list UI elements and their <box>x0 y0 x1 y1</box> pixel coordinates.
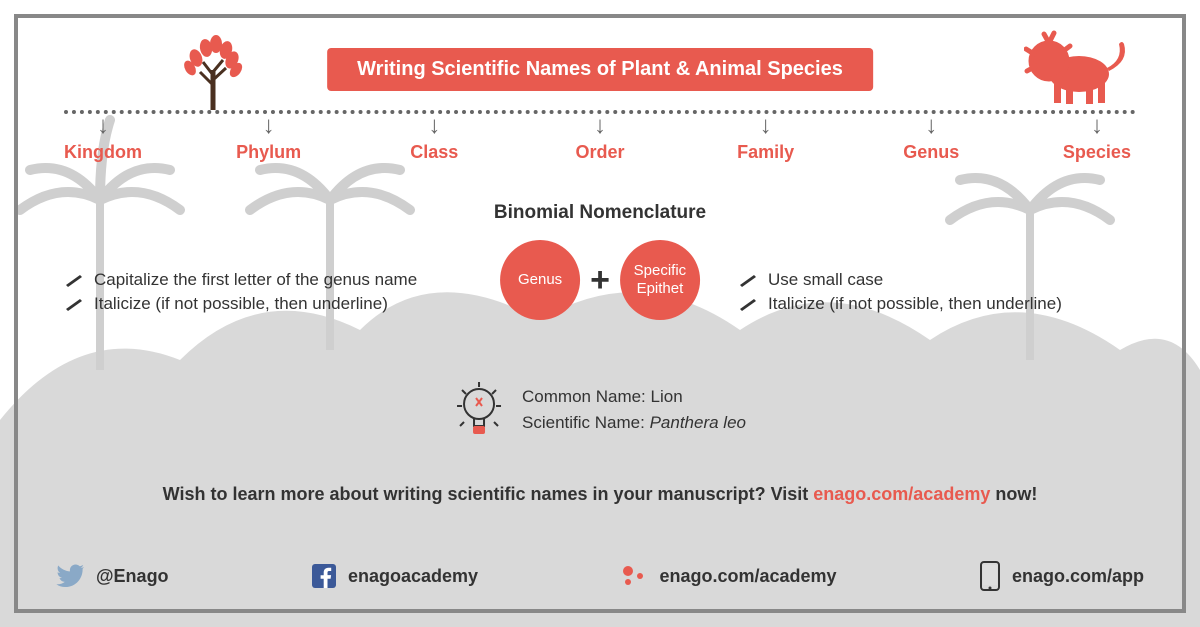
footer: @Enago enagoacademy enago.com/academy en… <box>56 561 1144 591</box>
facebook-icon <box>312 564 336 588</box>
footer-twitter[interactable]: @Enago <box>56 564 169 588</box>
taxonomy-item: ↓ Class <box>379 114 489 163</box>
down-arrow-icon: ↓ <box>428 114 440 138</box>
taxonomy-label: Phylum <box>236 142 301 163</box>
rule-text: Capitalize the first letter of the genus… <box>94 270 417 290</box>
taxonomy-label: Kingdom <box>64 142 142 163</box>
down-arrow-icon: ↓ <box>97 114 109 138</box>
pen-icon <box>64 297 84 311</box>
subtitle: Binomial Nomenclature <box>494 202 706 224</box>
taxonomy-item: ↓ Family <box>711 114 821 163</box>
genus-circle: Genus <box>500 240 580 320</box>
lion-icon <box>1024 26 1134 106</box>
down-arrow-icon: ↓ <box>594 114 606 138</box>
rule-item: Italicize (if not possible, then underli… <box>64 294 417 314</box>
footer-twitter-text: @Enago <box>96 566 169 587</box>
footer-app[interactable]: enago.com/app <box>980 561 1144 591</box>
taxonomy-item: ↓ Phylum <box>214 114 324 163</box>
binomial-circles: Genus + Specific Epithet <box>500 240 700 320</box>
taxonomy-item: ↓ Species <box>1042 114 1152 163</box>
genus-rules: Capitalize the first letter of the genus… <box>64 266 417 318</box>
cta-post: now! <box>990 484 1037 504</box>
scientific-name-label: Scientific Name: <box>522 413 650 432</box>
footer-app-text: enago.com/app <box>1012 566 1144 587</box>
cta-link[interactable]: enago.com/academy <box>813 484 990 504</box>
down-arrow-icon: ↓ <box>760 114 772 138</box>
taxonomy-item: ↓ Kingdom <box>48 114 158 163</box>
taxonomy-item: ↓ Order <box>545 114 655 163</box>
taxonomy-label: Species <box>1063 142 1131 163</box>
cta-text: Wish to learn more about writing scienti… <box>18 484 1182 505</box>
footer-site[interactable]: enago.com/academy <box>621 564 836 588</box>
rule-item: Italicize (if not possible, then underli… <box>738 294 1062 314</box>
down-arrow-icon: ↓ <box>1091 114 1103 138</box>
epithet-circle: Specific Epithet <box>620 240 700 320</box>
common-name-value: Lion <box>651 387 683 406</box>
pen-icon <box>64 273 84 287</box>
rule-text: Italicize (if not possible, then underli… <box>94 294 388 314</box>
taxonomy-row: ↓ Kingdom ↓ Phylum ↓ Class ↓ Order ↓ Fam… <box>48 114 1152 163</box>
title-banner: Writing Scientific Names of Plant & Anim… <box>327 48 873 91</box>
scientific-name-value: Panthera leo <box>650 413 746 432</box>
tree-icon <box>178 30 248 110</box>
example-text: Common Name: Lion Scientific Name: Panth… <box>522 384 746 437</box>
footer-site-text: enago.com/academy <box>659 566 836 587</box>
pen-icon <box>738 297 758 311</box>
footer-facebook[interactable]: enagoacademy <box>312 564 478 588</box>
down-arrow-icon: ↓ <box>925 114 937 138</box>
enago-icon <box>621 564 647 588</box>
cta-pre: Wish to learn more about writing scienti… <box>163 484 814 504</box>
twitter-icon <box>56 564 84 588</box>
pen-icon <box>738 273 758 287</box>
example-block: Common Name: Lion Scientific Name: Panth… <box>454 380 746 440</box>
phone-icon <box>980 561 1000 591</box>
rule-item: Capitalize the first letter of the genus… <box>64 270 417 290</box>
rule-text: Use small case <box>768 270 883 290</box>
taxonomy-label: Order <box>575 142 624 163</box>
lightbulb-icon <box>454 380 504 440</box>
taxonomy-item: ↓ Genus <box>876 114 986 163</box>
epithet-rules: Use small case Italicize (if not possibl… <box>738 266 1062 318</box>
plus-icon: + <box>590 261 610 300</box>
rule-text: Italicize (if not possible, then underli… <box>768 294 1062 314</box>
taxonomy-label: Family <box>737 142 794 163</box>
down-arrow-icon: ↓ <box>263 114 275 138</box>
rule-item: Use small case <box>738 270 1062 290</box>
common-name-label: Common Name: <box>522 387 650 406</box>
taxonomy-label: Class <box>410 142 458 163</box>
taxonomy-label: Genus <box>903 142 959 163</box>
footer-facebook-text: enagoacademy <box>348 566 478 587</box>
